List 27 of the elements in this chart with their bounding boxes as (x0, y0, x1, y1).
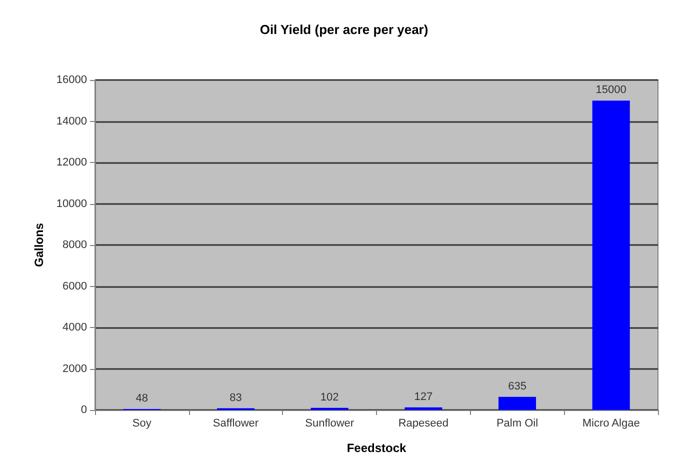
bar (498, 396, 536, 410)
data-label: 127 (414, 390, 433, 403)
y-axis-title: Gallons (32, 222, 46, 268)
chart-title: Oil Yield (per acre per year) (260, 22, 428, 37)
y-tick-label: 0 (80, 404, 87, 416)
x-tick-label: Soy (132, 418, 152, 430)
y-tick-label: 10000 (56, 198, 87, 210)
bar (592, 100, 630, 410)
x-tick-label: Palm Oil (496, 418, 538, 430)
bar (404, 407, 442, 410)
x-tick-label: Sunflower (305, 418, 354, 430)
data-label: 102 (320, 391, 339, 404)
y-tick-label: 2000 (62, 362, 87, 375)
y-tick-label: 8000 (62, 239, 87, 251)
x-tick-label: Micro Algae (582, 418, 640, 430)
data-label: 83 (230, 392, 242, 404)
data-label: 635 (508, 380, 526, 392)
x-tick-label: Safflower (212, 418, 259, 430)
data-label: 15000 (596, 84, 626, 96)
y-tick-label: 6000 (62, 280, 87, 292)
y-tick-label: 14000 (56, 115, 87, 128)
y-tick-label: 16000 (56, 74, 87, 86)
x-axis-title: Feedstock (346, 441, 406, 455)
data-label: 48 (136, 392, 148, 405)
y-tick-label: 12000 (56, 156, 87, 168)
y-tick-label: 4000 (62, 322, 87, 334)
x-tick-label: Rapeseed (398, 418, 448, 430)
